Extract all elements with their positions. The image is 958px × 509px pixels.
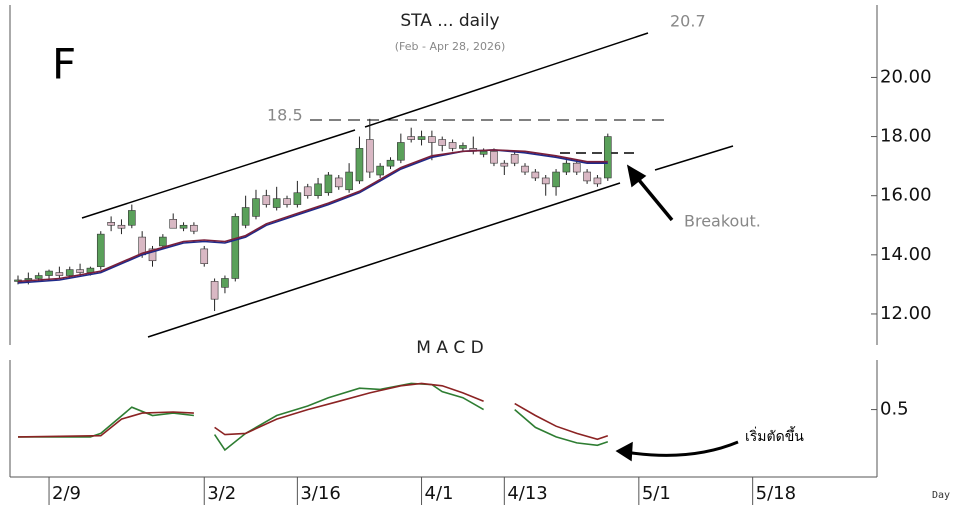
- candle-body: [386, 159, 395, 167]
- candle-body: [272, 198, 281, 208]
- candle-body: [510, 154, 519, 164]
- x-tick-label: 2/9: [52, 483, 81, 504]
- candle-body: [210, 281, 219, 300]
- candle-body: [603, 136, 612, 179]
- candle-body: [128, 210, 136, 226]
- x-tick-label: 3/16: [300, 483, 340, 504]
- chart-label: F: [52, 40, 76, 89]
- candle-body: [593, 177, 602, 185]
- arrow: [624, 440, 739, 457]
- candle-body: [314, 183, 322, 196]
- x-axis-label: Day: [932, 490, 950, 501]
- candle-body: [376, 165, 384, 176]
- candle-body: [521, 165, 529, 173]
- chart-title: STA ... daily: [400, 11, 499, 31]
- candle-body: [169, 219, 178, 229]
- y-tick-label: 0.5: [880, 399, 909, 420]
- candle-body: [303, 186, 312, 196]
- channel-line: [364, 32, 649, 128]
- candle-body: [262, 195, 271, 205]
- arrow-head: [615, 441, 633, 462]
- channel-line: [81, 129, 356, 219]
- candle-body: [583, 171, 591, 182]
- x-tick-label: 4/1: [425, 483, 454, 504]
- x-tick-label: 5/1: [642, 483, 671, 504]
- y-tick-label: 16.00: [880, 185, 932, 206]
- candle-body: [190, 224, 198, 232]
- candle-body: [500, 162, 509, 167]
- candle-body: [231, 216, 240, 279]
- channel-line: [147, 182, 621, 338]
- candle-body: [65, 269, 74, 276]
- candle-body: [221, 278, 229, 288]
- panel-title: M A C D: [416, 338, 483, 358]
- candle-body: [345, 171, 353, 191]
- annotation: 18.5: [267, 106, 303, 125]
- candle-body: [96, 233, 105, 267]
- candle-body: [397, 142, 405, 161]
- candle-body: [541, 177, 550, 185]
- candle-body: [448, 142, 457, 149]
- candle-body: [552, 171, 560, 188]
- x-tick-label: 4/13: [507, 483, 547, 504]
- candle-body: [562, 162, 571, 173]
- candle-body: [76, 269, 84, 273]
- annotation: 20.7: [670, 12, 706, 31]
- candle-body: [179, 224, 188, 229]
- candle-body: [531, 171, 540, 179]
- annotation: เริ่มตัดขึ้น: [745, 426, 804, 445]
- series-line: [17, 382, 609, 441]
- candle-body: [490, 151, 498, 164]
- arrow: [632, 172, 674, 222]
- y-tick-label: 18.00: [880, 126, 932, 147]
- candle-body: [159, 236, 167, 247]
- candle-body: [438, 139, 447, 146]
- candle-body: [572, 162, 581, 173]
- series-line: [17, 149, 608, 284]
- candle-body: [428, 136, 436, 143]
- y-tick-label: 20.00: [880, 66, 932, 87]
- candle-body: [324, 174, 333, 194]
- candle-body: [200, 248, 209, 264]
- candle-body: [283, 198, 291, 205]
- candle-body: [479, 151, 488, 155]
- candle-body: [252, 198, 260, 217]
- candle-body: [459, 145, 467, 149]
- x-tick-label: 5/18: [756, 483, 796, 504]
- candle-body: [148, 248, 157, 262]
- candle-body: [355, 148, 364, 182]
- candle-body: [107, 222, 115, 226]
- y-tick-label: 12.00: [880, 303, 932, 324]
- candle-body: [407, 136, 415, 140]
- candle-body: [117, 224, 126, 229]
- candle-body: [241, 207, 250, 226]
- y-tick-label: 14.00: [880, 244, 932, 265]
- candle-body: [293, 192, 302, 205]
- series-line: [17, 149, 608, 283]
- chart-subtitle: (Feb - Apr 28, 2026): [395, 40, 506, 53]
- x-tick-label: 3/2: [207, 483, 236, 504]
- channel-line: [654, 145, 734, 171]
- candle-body: [417, 136, 426, 140]
- annotation: Breakout.: [684, 212, 761, 231]
- trend-lines: [81, 32, 739, 462]
- arrow-head: [626, 164, 647, 188]
- candle-body: [55, 272, 64, 276]
- candle-body: [34, 275, 43, 279]
- candle-body: [45, 270, 53, 276]
- candle-body: [366, 139, 374, 173]
- candle-body: [334, 177, 343, 188]
